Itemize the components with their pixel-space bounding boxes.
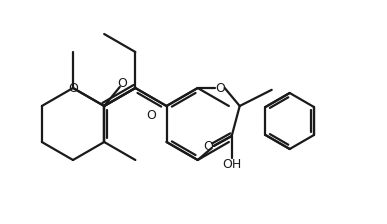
- Text: O: O: [146, 108, 156, 121]
- Text: O: O: [203, 140, 212, 153]
- Text: O: O: [68, 82, 78, 95]
- Text: O: O: [117, 77, 127, 90]
- Text: O: O: [215, 82, 224, 95]
- Text: OH: OH: [222, 157, 241, 170]
